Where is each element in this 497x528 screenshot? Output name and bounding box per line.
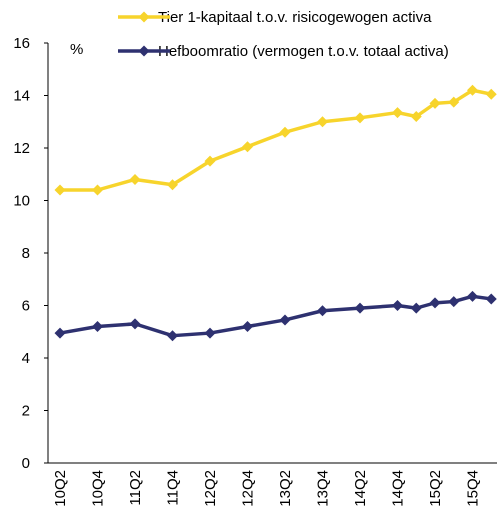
marker	[242, 141, 253, 153]
marker	[392, 107, 403, 119]
marker	[410, 111, 422, 122]
line-segment	[284, 309, 323, 322]
y-tick-label: 6	[22, 298, 30, 315]
legend-label: Tier 1-kapitaal t.o.v. risicogewogen act…	[158, 9, 432, 26]
line-segment	[247, 318, 286, 329]
y-tick-label: 14	[13, 88, 30, 105]
y-tick-label: 0	[22, 455, 30, 472]
marker	[429, 297, 441, 309]
x-tick-label: 13Q2	[277, 470, 294, 507]
line-segment	[322, 306, 361, 313]
line-segment	[209, 324, 248, 335]
line-segment	[97, 322, 136, 329]
marker	[317, 116, 328, 128]
y-tick-label: 10	[13, 193, 30, 210]
marker	[448, 96, 460, 108]
marker	[167, 179, 178, 191]
x-tick-label: 12Q2	[202, 470, 219, 507]
marker	[410, 302, 422, 314]
legend-label: Hefboomratio (vermogen t.o.v. totaal act…	[158, 43, 449, 60]
marker	[54, 327, 66, 339]
line-segment	[209, 145, 249, 163]
line-segment	[284, 120, 323, 134]
line-segment	[134, 322, 174, 338]
marker	[354, 112, 366, 124]
x-tick-label: 11Q2	[127, 470, 144, 506]
line-segment	[59, 324, 98, 335]
line-segment	[172, 331, 211, 338]
x-tick-label: 13Q4	[315, 470, 332, 507]
marker	[467, 84, 478, 96]
line-segment	[97, 177, 136, 192]
y-tick-label: 12	[13, 140, 30, 157]
marker	[317, 305, 328, 317]
line-segment	[359, 110, 398, 120]
legend-item: Hefboomratio (vermogen t.o.v. totaal act…	[118, 40, 458, 63]
legend-marker	[138, 11, 150, 23]
marker	[392, 300, 403, 311]
x-tick-label: 14Q2	[352, 470, 369, 507]
legend-swatch	[118, 45, 170, 57]
line-segment	[359, 303, 398, 310]
x-tick-label: 15Q4	[465, 470, 482, 507]
marker	[242, 321, 253, 332]
legend-marker	[138, 45, 150, 57]
y-tick-label: 4	[22, 350, 30, 367]
legend-swatch	[118, 11, 170, 23]
marker	[54, 184, 66, 196]
x-tick-label: 10Q4	[90, 470, 107, 507]
x-tick-label: 11Q4	[165, 470, 182, 506]
marker	[167, 330, 178, 342]
marker	[429, 97, 441, 109]
legend: Tier 1-kapitaal t.o.v. risicogewogen act…	[118, 6, 458, 74]
x-tick-label: 10Q2	[52, 470, 69, 507]
y-tick-label: 8	[22, 245, 30, 262]
marker	[485, 88, 497, 100]
y-tick-label: 2	[22, 403, 30, 420]
unit-label: %	[70, 41, 83, 58]
x-tick-label: 12Q4	[240, 470, 257, 507]
marker	[92, 321, 103, 332]
marker	[204, 155, 216, 167]
line-segment	[246, 130, 286, 149]
line-segment	[171, 159, 211, 187]
x-tick-label: 15Q2	[427, 470, 444, 507]
marker	[279, 314, 291, 326]
marker	[448, 296, 460, 308]
marker	[485, 293, 497, 305]
marker	[129, 174, 141, 185]
line-segment	[134, 177, 173, 187]
y-tick-label: 16	[13, 35, 30, 52]
legend-item: Tier 1-kapitaal t.o.v. risicogewogen act…	[118, 6, 458, 29]
marker	[204, 327, 216, 339]
marker	[129, 318, 141, 330]
marker	[279, 126, 291, 138]
marker	[92, 184, 103, 196]
x-tick-label: 14Q4	[390, 470, 407, 507]
line-segment	[322, 116, 361, 124]
marker	[354, 302, 366, 314]
marker	[467, 290, 478, 302]
